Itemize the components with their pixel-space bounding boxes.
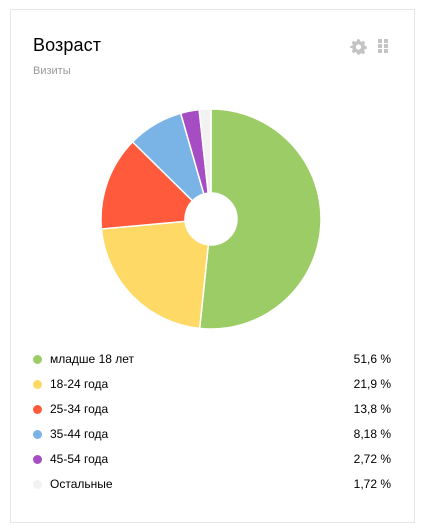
- age-widget: Возраст Визиты младше 18 лет 51,6 % 18-24 …: [10, 9, 415, 523]
- chart-legend: младше 18 лет 51,6 % 18-24 года 21,9 % 25-34…: [33, 347, 393, 497]
- legend-label: 45-54 года: [50, 452, 109, 466]
- legend-label: Остальные: [50, 477, 113, 491]
- widget-subtitle: Визиты: [33, 65, 71, 77]
- legend-color-dot: [33, 455, 42, 464]
- pie-slice[interactable]: [198, 108, 212, 194]
- pie-slice[interactable]: [100, 220, 210, 330]
- legend-color-dot: [33, 480, 42, 489]
- legend-item[interactable]: 45-54 года 2,72 %: [33, 447, 393, 472]
- gear-icon[interactable]: [349, 37, 369, 57]
- legend-color-dot: [33, 355, 42, 364]
- legend-value: 8,18 %: [353, 427, 391, 441]
- age-donut-chart: [100, 108, 322, 330]
- legend-color-dot: [33, 380, 42, 389]
- legend-color-dot: [33, 405, 42, 414]
- legend-item[interactable]: 25-34 года 13,8 %: [33, 397, 393, 422]
- legend-color-dot: [33, 430, 42, 439]
- legend-item[interactable]: 18-24 года 21,9 %: [33, 372, 393, 397]
- legend-value: 1,72 %: [353, 477, 391, 491]
- legend-value: 13,8 %: [353, 402, 391, 416]
- legend-value: 21,9 %: [353, 377, 391, 391]
- legend-label: 25-34 года: [50, 402, 109, 416]
- drag-handle-icon[interactable]: [378, 39, 388, 53]
- legend-item[interactable]: Остальные 1,72 %: [33, 472, 393, 497]
- legend-value: 2,72 %: [353, 452, 391, 466]
- legend-value: 51,6 %: [353, 352, 391, 366]
- legend-item[interactable]: 35-44 года 8,18 %: [33, 422, 393, 447]
- pie-slice[interactable]: [198, 108, 322, 330]
- legend-label: младше 18 лет: [50, 352, 135, 366]
- legend-item[interactable]: младше 18 лет 51,6 %: [33, 347, 393, 372]
- widget-title: Возраст: [33, 35, 102, 55]
- legend-label: 35-44 года: [50, 427, 109, 441]
- legend-label: 18-24 года: [50, 377, 109, 391]
- pie-slice[interactable]: [100, 140, 194, 230]
